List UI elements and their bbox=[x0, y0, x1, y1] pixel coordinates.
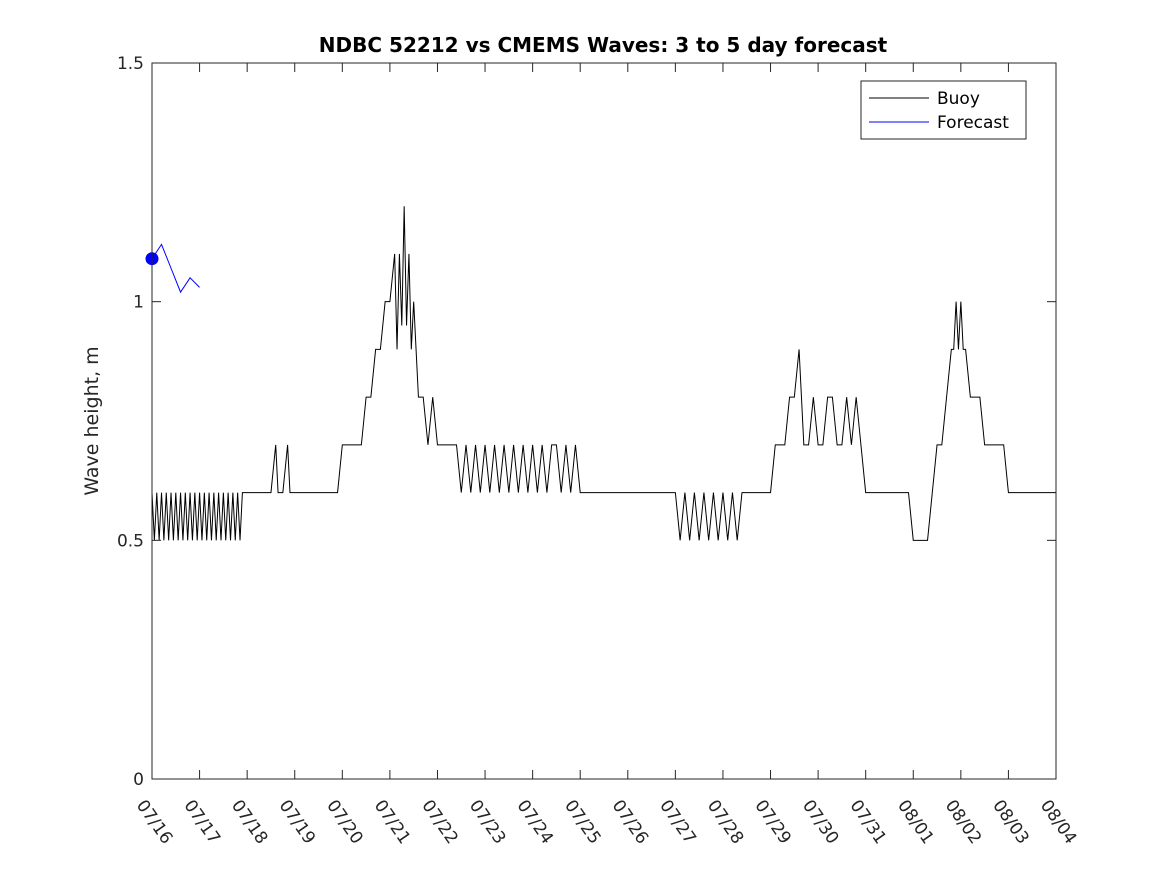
x-tick-label: 07/27 bbox=[655, 796, 699, 848]
x-tick-label: 08/02 bbox=[941, 796, 985, 848]
x-tick-label: 07/16 bbox=[132, 796, 176, 848]
x-tick-label: 07/22 bbox=[417, 796, 461, 848]
x-tick-label: 07/29 bbox=[750, 796, 794, 848]
chart-title: NDBC 52212 vs CMEMS Waves: 3 to 5 day fo… bbox=[319, 33, 888, 57]
legend: Buoy Forecast bbox=[860, 80, 1027, 140]
series-line-buoy bbox=[151, 206, 1056, 541]
x-tick-label: 08/04 bbox=[1036, 796, 1080, 848]
y-tick-label: 1.5 bbox=[117, 54, 144, 74]
legend-buoy-label: Buoy bbox=[937, 89, 980, 109]
x-tick-label: 07/30 bbox=[798, 796, 842, 848]
x-tick-label: 07/26 bbox=[608, 796, 652, 848]
x-tick-label: 07/31 bbox=[846, 796, 890, 848]
x-tick-label: 08/03 bbox=[988, 796, 1032, 848]
data-lines bbox=[151, 206, 1056, 541]
x-tick-label: 07/19 bbox=[275, 796, 319, 848]
x-tick-label: 07/23 bbox=[465, 796, 509, 848]
x-tick-label: 07/18 bbox=[227, 796, 271, 848]
x-tick-label: 07/25 bbox=[560, 796, 604, 848]
y-axis-label: Wave height, m bbox=[81, 346, 103, 495]
x-tick-label: 07/20 bbox=[322, 796, 366, 848]
legend-box bbox=[860, 80, 1027, 140]
x-tick-label: 07/24 bbox=[513, 796, 557, 848]
y-tick-label: 0.5 bbox=[117, 531, 144, 551]
x-tick-label: 07/21 bbox=[370, 796, 414, 848]
x-tick-label: 07/28 bbox=[703, 796, 747, 848]
x-tick-label: 07/17 bbox=[179, 796, 223, 848]
y-tick-label: 1 bbox=[133, 293, 144, 313]
y-tick-label: 0 bbox=[133, 770, 144, 790]
y-axis: 0 0.5 1 1.5 bbox=[117, 54, 1056, 790]
series-line-forecast bbox=[151, 243, 200, 294]
plot-frame bbox=[151, 62, 1057, 780]
legend-forecast-label: Forecast bbox=[937, 113, 1009, 133]
x-tick-label: 08/01 bbox=[893, 796, 937, 848]
